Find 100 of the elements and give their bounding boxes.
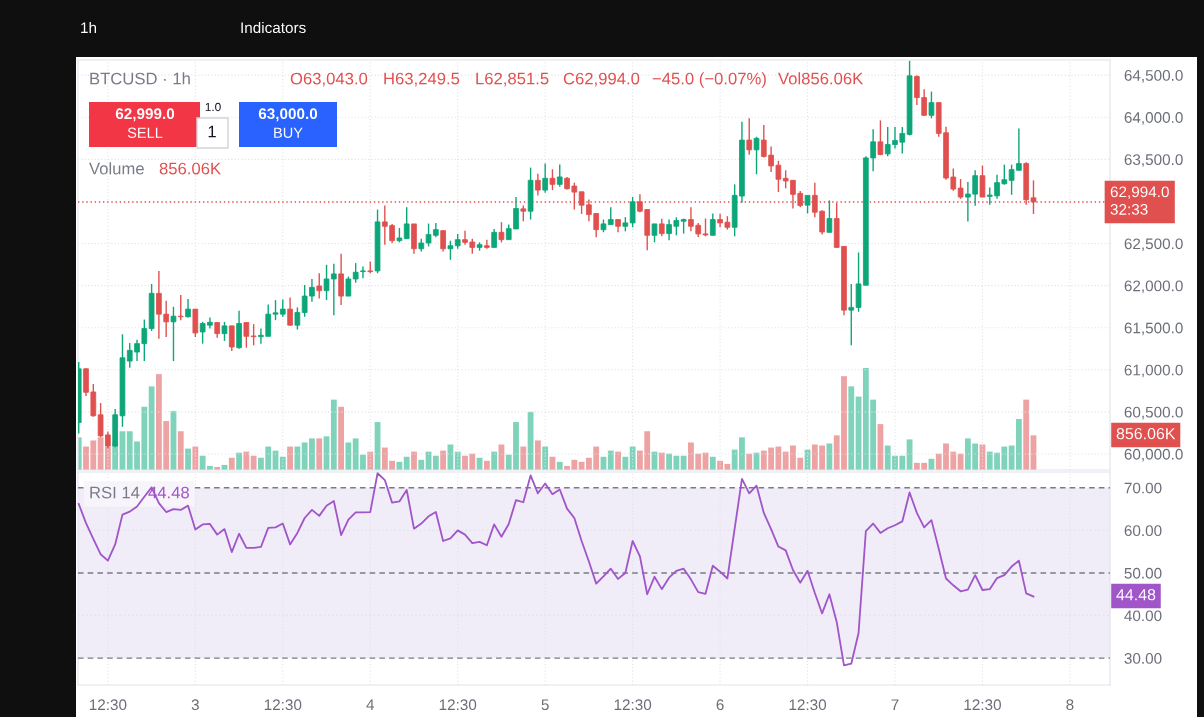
x-tick-label: 12:30 bbox=[264, 699, 302, 711]
bar bbox=[1023, 399, 1030, 470]
bar bbox=[316, 438, 323, 470]
bar bbox=[440, 450, 447, 470]
bar bbox=[658, 452, 665, 470]
y-tick-label: 64,000.0 bbox=[1124, 112, 1183, 125]
annotation: Vol856.06K bbox=[778, 72, 864, 85]
bar bbox=[403, 456, 410, 470]
text: 856.06K bbox=[1116, 427, 1176, 440]
annotation: −45.0 (−0.07%) bbox=[652, 72, 766, 88]
annotation: O63,043.0 bbox=[290, 72, 368, 87]
candlestick bbox=[753, 136, 760, 175]
x-tick-label: 4 bbox=[366, 699, 375, 710]
bar bbox=[330, 399, 337, 470]
bar bbox=[287, 446, 293, 470]
bar bbox=[680, 455, 687, 470]
candlestick bbox=[804, 194, 811, 215]
annotation: 63,000.0 bbox=[258, 108, 318, 122]
bar bbox=[848, 386, 855, 470]
candlestick bbox=[221, 321, 228, 342]
candlestick bbox=[709, 212, 716, 236]
x-tick-label: 12:30 bbox=[789, 699, 827, 711]
bar bbox=[192, 446, 199, 470]
bar bbox=[615, 451, 621, 470]
text: 44.48 bbox=[1116, 588, 1156, 601]
bar bbox=[520, 446, 527, 470]
annotation: C62,994.0 bbox=[563, 72, 640, 87]
bar bbox=[542, 446, 549, 470]
y-tick-label: 60,500.0 bbox=[1124, 406, 1183, 420]
candlestick bbox=[549, 168, 556, 191]
candlestick bbox=[228, 325, 235, 352]
bar bbox=[177, 431, 184, 470]
bar bbox=[432, 455, 439, 470]
y-tick-label: 62,000.0 bbox=[1124, 280, 1183, 294]
x-tick-label: 12:30 bbox=[614, 699, 652, 711]
annotation: RSI 14 bbox=[90, 486, 140, 499]
bar bbox=[534, 440, 541, 470]
annotation: H63,249.5 bbox=[384, 72, 460, 87]
candlestick bbox=[403, 206, 410, 240]
text: 1h bbox=[81, 21, 96, 33]
candlestick bbox=[447, 239, 454, 261]
x-tick-label: 6 bbox=[716, 699, 724, 711]
bar bbox=[250, 455, 257, 470]
candlestick bbox=[498, 221, 505, 244]
text: Indicators bbox=[241, 21, 306, 34]
bar bbox=[411, 451, 417, 470]
candlestick bbox=[170, 306, 177, 362]
x-tick-label: 12:30 bbox=[439, 699, 477, 711]
candlestick bbox=[484, 238, 490, 250]
y-tick-label: 63,500.0 bbox=[1124, 154, 1183, 167]
candlestick bbox=[535, 172, 541, 197]
y-tick-label: 40.00 bbox=[1124, 610, 1162, 622]
bar bbox=[294, 446, 301, 470]
bar bbox=[243, 451, 250, 470]
candlestick bbox=[338, 253, 344, 306]
candlestick bbox=[250, 323, 257, 347]
x-tick-label: 12:30 bbox=[964, 699, 1001, 711]
candlestick bbox=[957, 178, 964, 200]
candlestick bbox=[877, 119, 884, 156]
candlestick bbox=[360, 265, 366, 279]
candlestick bbox=[294, 306, 301, 331]
y-tick-label: 50.00 bbox=[1124, 567, 1162, 579]
annotation: Volume bbox=[89, 162, 144, 175]
annotation: 1.0 bbox=[205, 102, 221, 112]
y-tick-label: 61,500.0 bbox=[1124, 322, 1183, 336]
annotation: 856.06K bbox=[159, 162, 221, 175]
candlestick bbox=[185, 298, 191, 319]
ref-line-label: 62,994.0 32:33 bbox=[1110, 186, 1169, 215]
y-tick-label: 64,500.0 bbox=[1124, 70, 1183, 83]
annotation: BTCUSD · 1h bbox=[90, 72, 190, 85]
annotation: 1 bbox=[208, 125, 216, 138]
bar bbox=[228, 457, 235, 470]
bar bbox=[622, 456, 629, 470]
bar bbox=[957, 453, 964, 470]
y-tick-label: 62,500.0 bbox=[1124, 238, 1183, 252]
y-tick-label: 60,000.0 bbox=[1124, 448, 1183, 462]
candlestick bbox=[352, 262, 359, 284]
bar bbox=[527, 411, 534, 470]
candlestick bbox=[746, 117, 753, 156]
bar bbox=[709, 456, 716, 470]
annotation: L62,851.5 bbox=[476, 72, 549, 87]
y-tick-label: 30.00 bbox=[1124, 653, 1162, 664]
y-tick-label: 70.00 bbox=[1124, 482, 1162, 494]
candlestick bbox=[440, 229, 446, 253]
y-tick-label: 61,000.0 bbox=[1124, 364, 1183, 378]
bar bbox=[418, 459, 425, 470]
candlestick bbox=[651, 223, 658, 244]
bar bbox=[338, 406, 345, 470]
candlestick bbox=[192, 308, 199, 338]
x-tick-label: 5 bbox=[541, 699, 549, 711]
x-tick-label: 8 bbox=[1066, 699, 1074, 711]
candlestick bbox=[287, 296, 293, 327]
annotation: 62,999.0 bbox=[115, 108, 175, 122]
candlestick bbox=[979, 164, 986, 198]
bar bbox=[826, 443, 833, 470]
annotation: SELL bbox=[127, 127, 163, 138]
x-tick-label: 7 bbox=[891, 699, 899, 710]
candlestick bbox=[629, 196, 636, 228]
candlestick bbox=[316, 272, 323, 300]
line-series bbox=[77, 472, 1035, 667]
